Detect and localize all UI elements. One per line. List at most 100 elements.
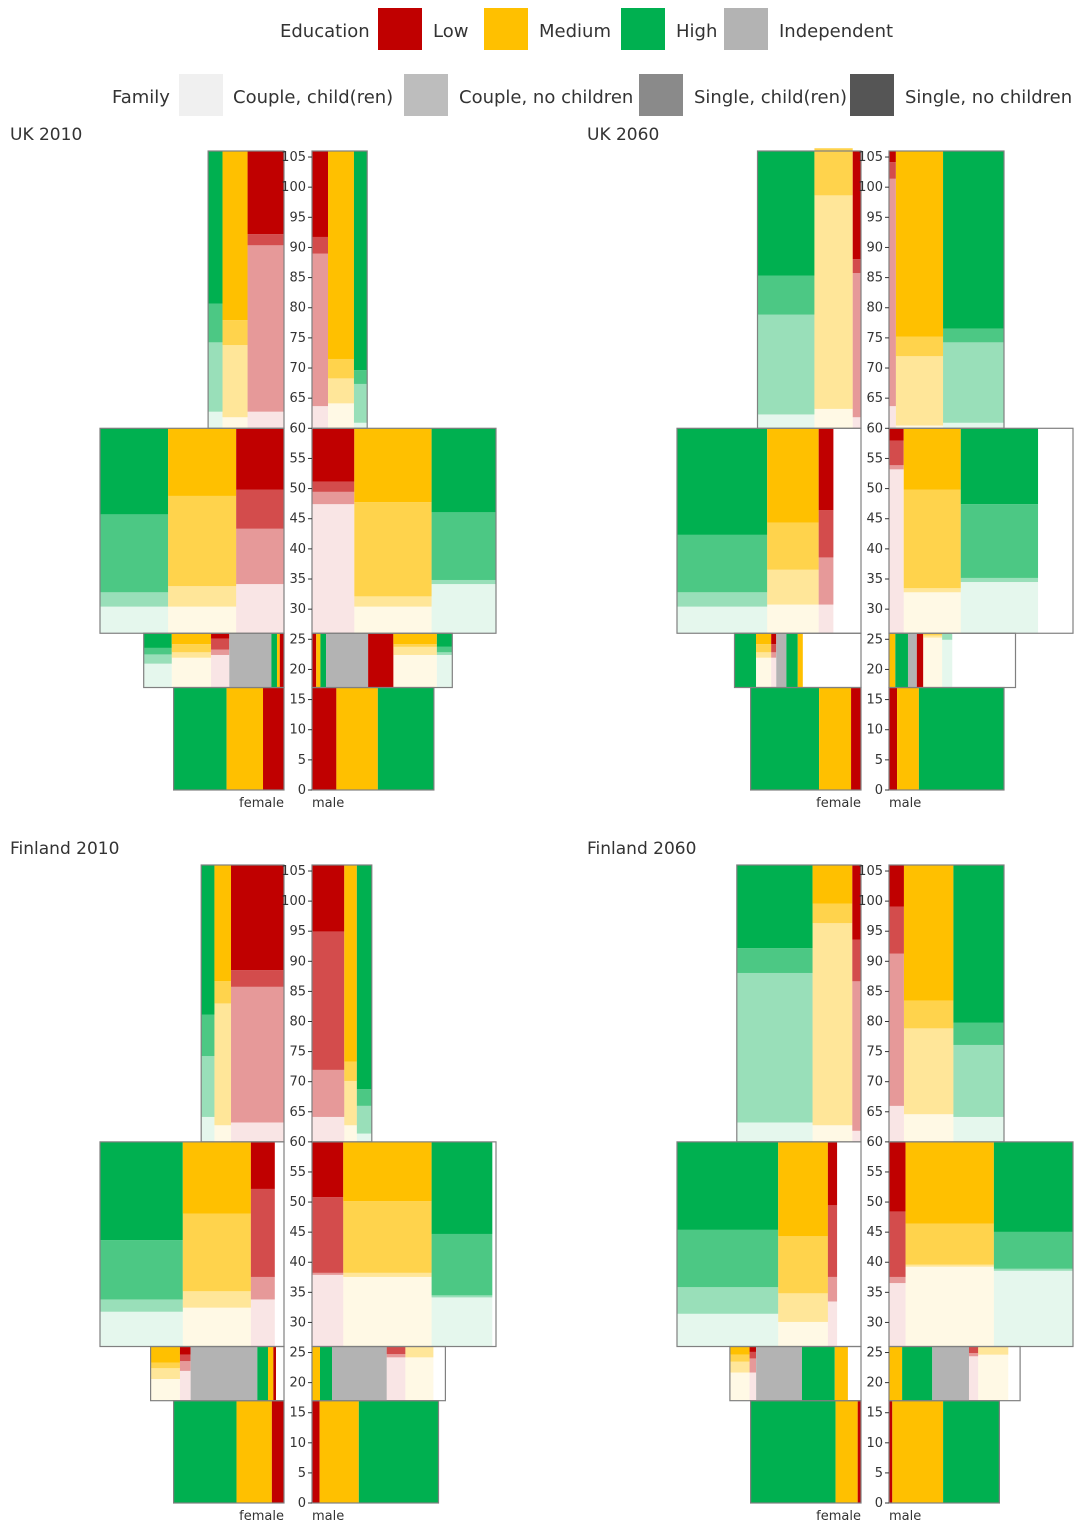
mosaic-cell-female-medium xyxy=(756,652,772,658)
y-tick-label: 60 xyxy=(866,1135,883,1150)
mosaic-cell-male-high xyxy=(431,579,496,585)
y-tick-label: 40 xyxy=(289,542,306,557)
mosaic-cell-male-medium xyxy=(344,1125,357,1142)
mosaic-cell-male-high xyxy=(960,428,1039,505)
mosaic-cell-male-high xyxy=(993,1141,1073,1232)
mosaic-cell-male-medium xyxy=(978,1346,1009,1355)
mosaic-cell-female-low xyxy=(236,428,284,490)
mosaic-cell-male-high xyxy=(431,512,496,580)
mosaic-cell-male-high xyxy=(320,633,327,688)
mosaic-cell-female-medium xyxy=(767,522,819,570)
mosaic-cell-female-low xyxy=(818,510,834,558)
mosaic-cell-male-medium xyxy=(923,633,943,636)
y-tick-label: 95 xyxy=(866,210,883,225)
mosaic-cell-male-low xyxy=(968,1346,979,1354)
mosaic-cell-male-medium xyxy=(405,1357,434,1401)
y-tick-label: 30 xyxy=(866,602,883,617)
y-tick-label: 15 xyxy=(866,1406,883,1421)
band-outline-male xyxy=(311,864,373,1143)
mosaic-cell-male-low xyxy=(889,953,904,1106)
mosaic-cell-male-high xyxy=(377,687,434,790)
mosaic-cell-female-medium xyxy=(168,495,237,587)
mosaic-cell-female-low xyxy=(771,657,777,688)
mosaic-cell-male-medium xyxy=(889,633,896,688)
mosaic-cell-female-medium xyxy=(267,1346,274,1401)
mosaic-cell-female-medium xyxy=(819,687,852,790)
y-tick-label: 65 xyxy=(866,391,883,406)
y-tick-label: 105 xyxy=(858,864,883,879)
mosaic-cell-female-low xyxy=(771,633,777,645)
mosaic-cell-male-medium xyxy=(393,633,437,645)
sex-label-male: male xyxy=(312,796,344,811)
mosaic-cell-female-medium xyxy=(222,151,248,321)
mosaic-cell-female-medium xyxy=(214,981,232,1004)
mosaic-cell-female-low xyxy=(179,1361,191,1371)
mosaic-cell-male-medium xyxy=(923,637,943,688)
sex-label-male: male xyxy=(889,1509,921,1524)
mosaic-cell-male-medium xyxy=(405,1346,434,1358)
panel-title: UK 2060 xyxy=(587,125,659,145)
band-outline-male xyxy=(888,864,1005,1143)
mosaic-cell-female-high xyxy=(201,865,215,1015)
mosaic-cell-male-low xyxy=(312,236,329,254)
mosaic-cell-male-independent xyxy=(332,1346,387,1401)
mosaic-cell-female-high xyxy=(201,1056,215,1117)
mosaic-cell-female-high xyxy=(100,1311,183,1347)
mosaic-cell-male-high xyxy=(942,639,953,688)
mosaic-cell-female-medium xyxy=(814,195,853,409)
legend-family-title: Family xyxy=(112,87,170,108)
mosaic-cell-female-medium xyxy=(214,865,232,982)
mosaic-cell-male-high xyxy=(960,582,1039,634)
mosaic-cell-female-medium xyxy=(168,428,237,496)
y-tick-label: 105 xyxy=(281,150,306,165)
y-tick-label: 45 xyxy=(866,1225,883,1240)
mosaic-cell-male-medium xyxy=(393,644,437,647)
legend-label-medium: Medium xyxy=(539,21,611,42)
mosaic-cell-female-low xyxy=(236,584,284,634)
mosaic-cell-female-low xyxy=(827,1276,838,1302)
mosaic-cell-female-high xyxy=(143,633,172,648)
mosaic-cell-male-medium xyxy=(903,1114,954,1142)
y-tick-label: 55 xyxy=(866,451,883,466)
mosaic-cell-male-medium xyxy=(344,1080,357,1126)
legend-label-couple-no-children: Couple, no children xyxy=(459,87,633,108)
mosaic-cell-female-high xyxy=(677,428,768,535)
y-tick-label: 45 xyxy=(289,512,306,527)
mosaic-cell-male-low xyxy=(312,1197,344,1273)
mosaic-cell-male-high xyxy=(356,1105,372,1134)
mosaic-cell-male-high xyxy=(953,1116,1004,1142)
mosaic-cell-male-medium xyxy=(905,1266,994,1347)
mosaic-cell-male-low xyxy=(312,931,345,1070)
y-tick-label: 95 xyxy=(866,924,883,939)
mosaic-cell-male-medium xyxy=(903,865,954,1001)
mosaic-cell-female-medium xyxy=(171,644,212,653)
mosaic-cell-male-high xyxy=(943,342,1004,423)
mosaic-cell-male-low xyxy=(312,1274,344,1347)
mosaic-cell-female-low xyxy=(263,687,284,790)
panel-title: UK 2010 xyxy=(10,125,82,145)
mosaic-cell-female-low xyxy=(231,986,284,1123)
mosaic-cell-male-high xyxy=(431,1297,493,1347)
mosaic-cell-female-high xyxy=(677,606,768,634)
mosaic-cell-female-independent xyxy=(756,1346,802,1401)
legend-label-low: Low xyxy=(433,21,468,42)
mosaic-cell-female-low xyxy=(749,1372,757,1401)
mosaic-cell-female-medium xyxy=(226,687,264,790)
mosaic-cell-female-medium xyxy=(168,586,237,607)
mosaic-cell-female-medium xyxy=(812,923,853,1126)
mosaic-cell-male-high xyxy=(353,370,368,384)
y-tick-label: 60 xyxy=(289,1135,306,1150)
mosaic-cell-male-low xyxy=(312,633,317,688)
mosaic-cell-male-medium xyxy=(316,633,321,688)
mosaic-cell-male-low xyxy=(312,504,355,634)
mosaic-cell-female-low xyxy=(231,865,284,971)
y-tick-label: 20 xyxy=(866,662,883,677)
mosaic-cell-male-low xyxy=(312,253,329,407)
mosaic-cell-male-low xyxy=(889,406,896,429)
mosaic-cell-male-high xyxy=(993,1231,1073,1269)
mosaic-cell-male-medium xyxy=(905,1264,994,1267)
mosaic-cell-female-low xyxy=(857,1400,861,1503)
y-tick-label: 90 xyxy=(289,240,306,255)
sex-label-female: female xyxy=(816,1509,861,1524)
mosaic-cell-female-low xyxy=(250,1141,275,1189)
